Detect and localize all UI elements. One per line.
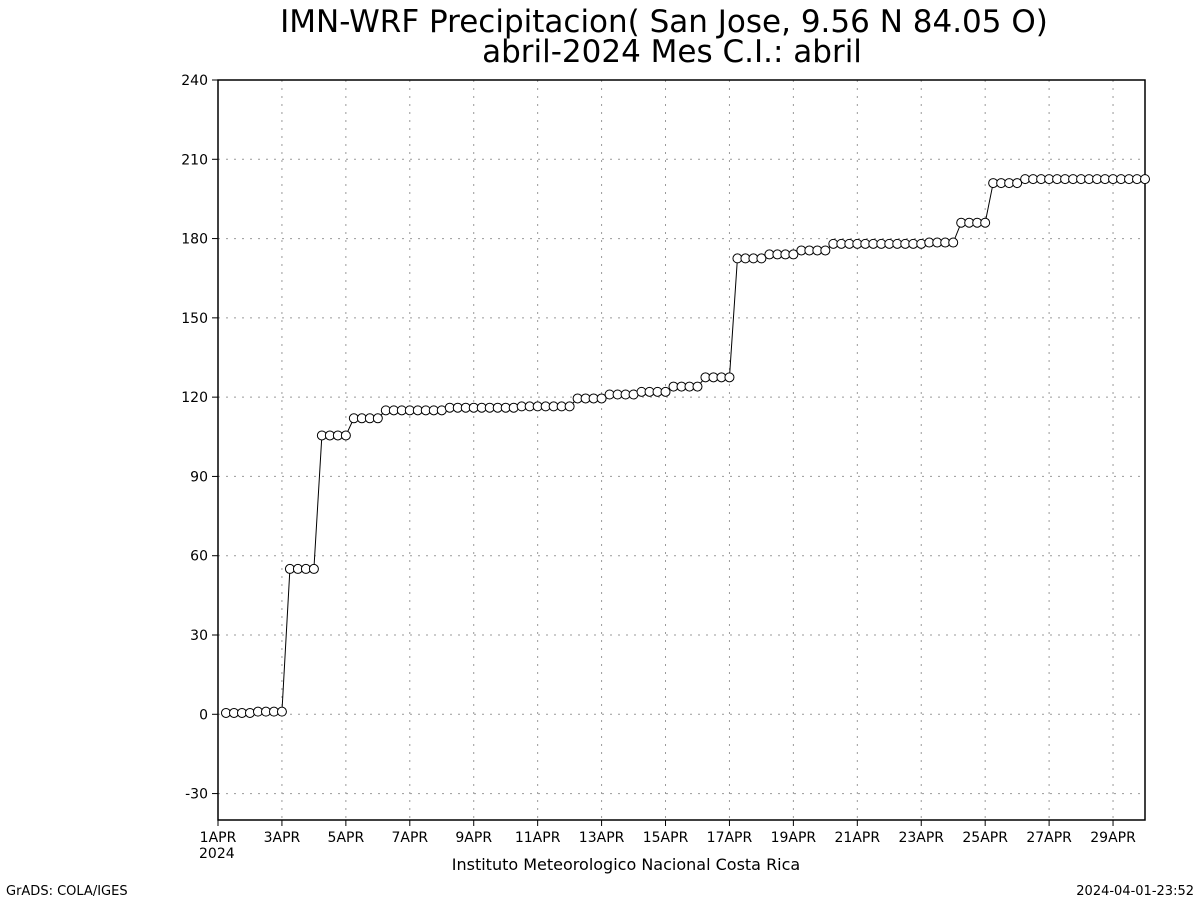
x-tick-label: 5APR — [328, 830, 365, 846]
y-tick-label: 210 — [181, 152, 208, 168]
data-point — [276, 706, 287, 717]
y-tick-label: -30 — [185, 787, 208, 803]
x-tick-label: 9APR — [455, 830, 492, 846]
data-point — [372, 413, 383, 424]
data-point — [692, 381, 703, 392]
data-point — [596, 393, 607, 404]
plot-frame — [217, 79, 1146, 821]
x-tick-label: 23APR — [898, 830, 944, 846]
data-point — [788, 249, 799, 260]
x-tick-label: 1APR — [200, 830, 237, 846]
data-point — [308, 563, 319, 574]
data-point — [948, 237, 959, 248]
x-tick-label: 7APR — [391, 830, 428, 846]
data-point — [340, 430, 351, 441]
x-tick-label: 11APR — [515, 830, 561, 846]
y-tick-label: 120 — [181, 390, 208, 406]
footer-left: GrADS: COLA/IGES — [6, 884, 128, 899]
chart-subtitle: abril-2024 Mes C.I.: abril — [482, 34, 862, 70]
y-tick-label: 0 — [199, 707, 208, 723]
x-tick-label: 19APR — [771, 830, 817, 846]
data-point — [1012, 178, 1023, 189]
y-tick-label: 30 — [190, 628, 208, 644]
y-tick-label: 240 — [181, 73, 208, 89]
footer-right: 2024-04-01-23:52 — [1076, 884, 1194, 899]
data-point — [724, 372, 735, 383]
data-point — [564, 401, 575, 412]
chart-title: IMN-WRF Precipitacion( San Jose, 9.56 N … — [280, 4, 1048, 40]
data-point — [820, 245, 831, 256]
data-point — [660, 386, 671, 397]
y-tick-label: 150 — [181, 311, 208, 327]
data-line — [225, 178, 1145, 714]
y-tick-label: 180 — [181, 232, 208, 248]
x-tick-label: 29APR — [1090, 830, 1136, 846]
x-tick-label: 13APR — [579, 830, 625, 846]
x-year-label: 2024 — [199, 846, 235, 862]
data-point — [244, 707, 255, 718]
x-tick-label: 21APR — [835, 830, 881, 846]
data-point — [980, 217, 991, 228]
y-tick-label: 90 — [190, 469, 208, 485]
x-tick-label: 3APR — [264, 830, 301, 846]
data-point — [508, 402, 519, 413]
data-point — [916, 238, 927, 249]
x-axis-label: Instituto Meteorologico Nacional Costa R… — [452, 855, 800, 874]
data-point — [1140, 174, 1150, 185]
x-tick-label: 15APR — [643, 830, 689, 846]
x-tick-label: 17APR — [707, 830, 753, 846]
x-tick-label: 27APR — [1026, 830, 1072, 846]
x-tick-label: 25APR — [962, 830, 1008, 846]
y-tick-label: 60 — [190, 549, 208, 565]
data-point — [756, 253, 767, 264]
